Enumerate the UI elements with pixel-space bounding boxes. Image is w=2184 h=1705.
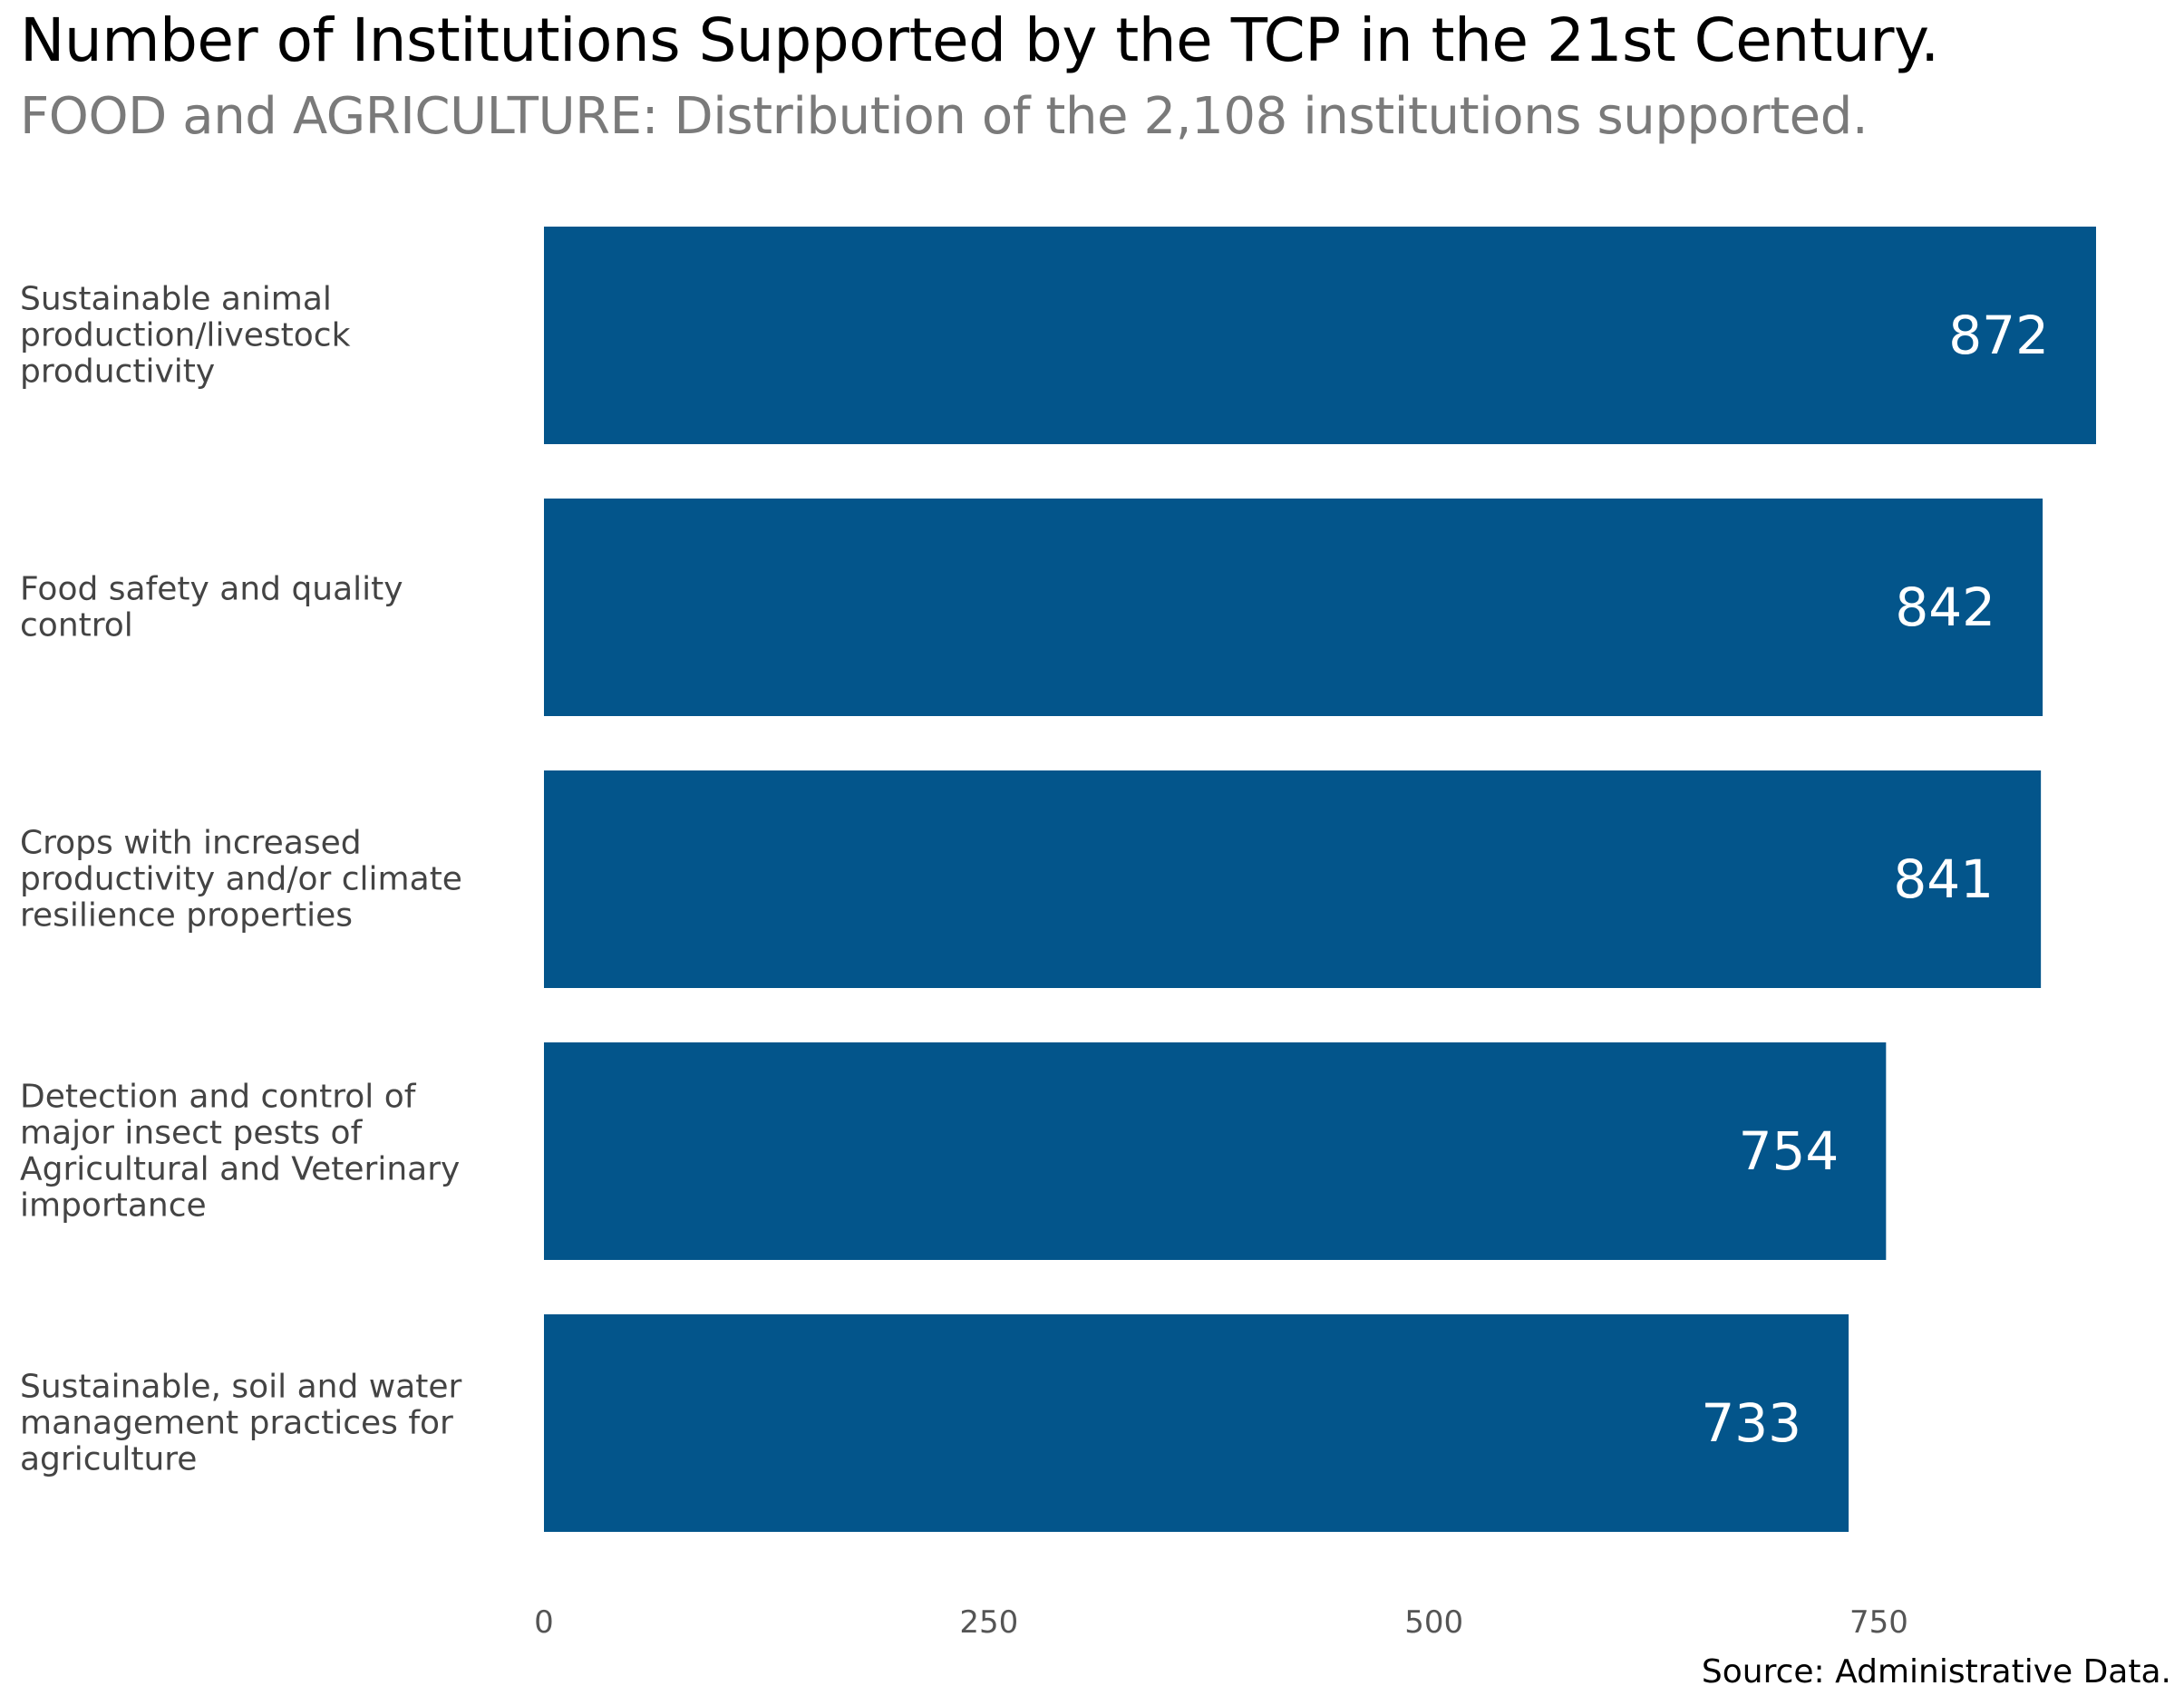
bar bbox=[544, 499, 2043, 716]
category-label-line: major insect pests of bbox=[20, 1115, 364, 1152]
category-label-line: Sustainable animal bbox=[20, 281, 332, 318]
bar-value-label: 872 bbox=[1948, 305, 2049, 366]
value-labels-group: 872 842 841 754 733 bbox=[1701, 305, 2049, 1454]
bar bbox=[544, 770, 2042, 988]
category-label-line: Sustainable, soil and water bbox=[20, 1369, 462, 1406]
x-tick-label: 750 bbox=[1849, 1604, 1908, 1641]
bar-value-label: 754 bbox=[1739, 1120, 1839, 1182]
x-tick-label: 0 bbox=[534, 1604, 554, 1641]
source-note: Source: Administrative Data. bbox=[1701, 1653, 2171, 1690]
category-label: Food safety and quality control bbox=[20, 571, 403, 644]
bar bbox=[544, 227, 2096, 444]
category-label-line: productivity and/or climate bbox=[20, 861, 462, 898]
chart-subtitle: FOOD and AGRICULTURE: Distribution of th… bbox=[20, 87, 1869, 146]
category-label-line: Crops with increased bbox=[20, 825, 362, 862]
x-axis: 0 250 500 750 bbox=[534, 1604, 1908, 1641]
x-tick-label: 250 bbox=[959, 1604, 1018, 1641]
category-label-line: agriculture bbox=[20, 1441, 197, 1478]
category-label: Sustainable animal production/livestock pr… bbox=[20, 281, 351, 391]
bar-value-label: 733 bbox=[1701, 1392, 1801, 1454]
category-labels-group: Sustainable animal production/livestock pr… bbox=[20, 281, 462, 1478]
category-label: Detection and control of major insect pes… bbox=[20, 1079, 460, 1225]
bar-value-label: 841 bbox=[1893, 848, 1994, 910]
bars-group bbox=[544, 227, 2096, 1532]
category-label-line: management practices for bbox=[20, 1405, 453, 1442]
chart-title: Number of Institutions Supported by the … bbox=[20, 5, 1939, 75]
category-label-line: control bbox=[20, 607, 133, 644]
x-tick-label: 500 bbox=[1404, 1604, 1463, 1641]
category-label-line: resilience properties bbox=[20, 897, 353, 935]
category-label-line: productivity bbox=[20, 354, 215, 391]
bar bbox=[544, 1314, 1849, 1532]
bar-value-label: 842 bbox=[1895, 576, 1995, 638]
category-label: Crops with increased productivity and/or … bbox=[20, 825, 462, 935]
category-label: Sustainable, soil and water management pr… bbox=[20, 1369, 462, 1478]
category-label-line: importance bbox=[20, 1187, 207, 1225]
category-label-line: production/livestock bbox=[20, 317, 351, 354]
category-label-line: Food safety and quality bbox=[20, 571, 403, 608]
category-label-line: Agricultural and Veterinary bbox=[20, 1151, 460, 1188]
category-label-line: Detection and control of bbox=[20, 1079, 417, 1116]
bar bbox=[544, 1042, 1887, 1260]
